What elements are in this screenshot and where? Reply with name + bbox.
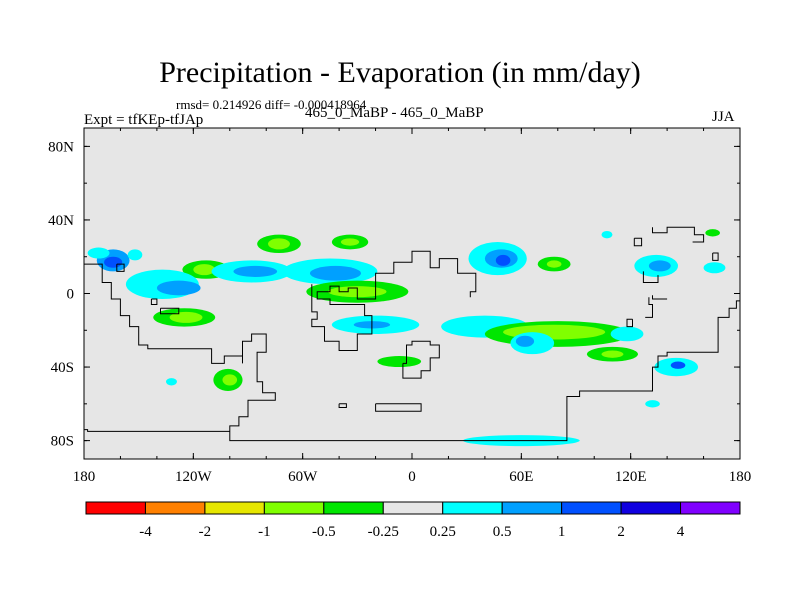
field-contour [670, 361, 686, 369]
coastline [116, 263, 125, 272]
season-label: JJA [712, 109, 735, 125]
coastline [338, 403, 347, 408]
field-contour [515, 335, 535, 347]
coastline [652, 295, 668, 300]
field-contour [340, 238, 360, 246]
x-tick-label: 180 [73, 469, 96, 485]
field-contour [610, 326, 644, 342]
axis-layer: 180 120W 60W 0 60E 120E 180 80N 40N 0 40S 80S [48, 128, 751, 485]
coastline [645, 297, 653, 318]
colorbar-swatch [561, 501, 622, 515]
colorbar-swatch [323, 501, 384, 515]
field-contour [309, 265, 361, 281]
x-tick-label: 120W [175, 469, 213, 485]
field-contour [169, 311, 203, 323]
stats-string: rmsd= 0.214926 diff= -0.000418964 [176, 97, 367, 112]
colorbar-swatch [382, 501, 444, 515]
field-contour [193, 264, 216, 276]
colorbar-label: 0.25 [430, 524, 456, 540]
field-contour [705, 229, 720, 237]
coastline [84, 263, 740, 442]
colorbar-swatch [144, 501, 206, 515]
field-contour [156, 280, 201, 296]
colorbar-label: 2 [617, 524, 625, 540]
x-tick-label: 120E [615, 469, 647, 485]
field-contour [166, 378, 177, 386]
field-contour [233, 265, 278, 277]
coastline [311, 250, 477, 351]
coastline [375, 403, 422, 412]
x-tick-label: 60E [509, 469, 533, 485]
field-contour [601, 230, 613, 239]
colorbar-label: -0.25 [368, 524, 399, 540]
coastline [633, 237, 643, 247]
y-tick-label: 80N [48, 139, 74, 155]
y-tick-label: 40N [48, 213, 74, 229]
map-layer [83, 127, 741, 460]
x-tick-label: 60W [288, 469, 318, 485]
field-contour [377, 356, 422, 368]
field-contour [87, 247, 110, 259]
field-contour [645, 400, 660, 408]
colorbar-swatch [85, 501, 146, 515]
colorbar-swatch [442, 501, 503, 515]
center-label: 465_0_MaBP - 465_0_MaBP [305, 105, 484, 121]
field-contour [546, 260, 562, 268]
colorbar-label: -2 [199, 524, 212, 540]
colorbar-label: -4 [139, 524, 152, 540]
field-contour [601, 350, 624, 358]
colorbar-swatch [204, 501, 265, 515]
field-contour [104, 256, 123, 268]
coastline [626, 318, 633, 328]
coastline-layer [84, 226, 740, 442]
coastline [150, 298, 158, 305]
coastline [84, 429, 230, 432]
y-tick-label: 80S [51, 434, 74, 450]
field-contour [222, 374, 238, 386]
field-contour [648, 260, 671, 272]
coastline [712, 252, 719, 261]
coastline [652, 226, 705, 243]
field-contour [268, 238, 290, 250]
field-contour [495, 254, 511, 266]
x-tick-label: 0 [408, 469, 416, 485]
plot-title: Precipitation - Evaporation (in mm/day) [159, 56, 641, 89]
coastline [402, 340, 440, 379]
y-tick-label: 40S [51, 360, 74, 376]
coastline [160, 307, 180, 315]
colorbar-swatch [263, 501, 325, 515]
colorbar-swatch [501, 501, 563, 515]
colorbar: -4 -2 -1 -0.5 -0.25 0.25 0.5 1 2 4 [85, 501, 741, 540]
colorbar-label: -1 [258, 524, 271, 540]
experiment-label: Expt = tfKEp-tfJAp [84, 112, 204, 128]
colorbar-label: 0.5 [493, 524, 512, 540]
field-contour [703, 262, 726, 274]
colorbar-label: 1 [558, 524, 566, 540]
colorbar-swatch [680, 501, 741, 515]
y-tick-label: 0 [67, 287, 75, 303]
precipitation-field [87, 229, 726, 447]
field-contour [127, 249, 143, 261]
colorbar-swatch [620, 501, 682, 515]
x-tick-label: 180 [729, 469, 752, 485]
colorbar-label: 4 [677, 524, 685, 540]
colorbar-label: -0.5 [312, 524, 336, 540]
coastline [642, 271, 659, 283]
